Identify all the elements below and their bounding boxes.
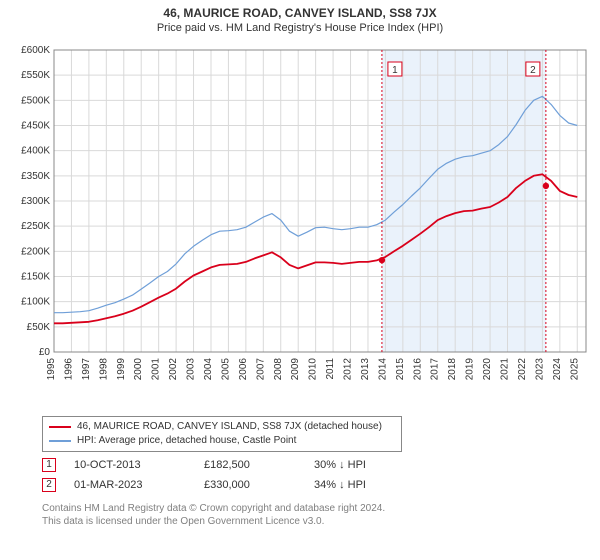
svg-text:£150K: £150K (21, 272, 50, 283)
legend-item: HPI: Average price, detached house, Cast… (49, 434, 395, 448)
svg-text:£300K: £300K (21, 196, 50, 207)
svg-text:2006: 2006 (238, 358, 249, 381)
legend-swatch (49, 426, 71, 428)
svg-text:£50K: £50K (27, 322, 51, 333)
svg-text:2024: 2024 (552, 358, 563, 381)
sale-date: 10-OCT-2013 (74, 459, 204, 471)
svg-text:2015: 2015 (395, 358, 406, 381)
sale-diff: 30% ↓ HPI (314, 459, 366, 471)
chart-title: 46, MAURICE ROAD, CANVEY ISLAND, SS8 7JX (8, 6, 592, 20)
legend: 46, MAURICE ROAD, CANVEY ISLAND, SS8 7JX… (42, 416, 402, 452)
sale-price: £330,000 (204, 479, 314, 491)
sale-date: 01-MAR-2023 (74, 479, 204, 491)
svg-text:£200K: £200K (21, 246, 50, 257)
svg-text:2021: 2021 (500, 358, 511, 381)
svg-text:£500K: £500K (21, 95, 50, 106)
svg-text:2017: 2017 (430, 358, 441, 381)
svg-text:2010: 2010 (308, 358, 319, 381)
svg-text:2014: 2014 (377, 358, 388, 381)
svg-text:2013: 2013 (360, 358, 371, 381)
svg-text:£350K: £350K (21, 171, 50, 182)
legend-label: HPI: Average price, detached house, Cast… (77, 434, 296, 448)
legend-item: 46, MAURICE ROAD, CANVEY ISLAND, SS8 7JX… (49, 420, 395, 434)
footer-attribution: Contains HM Land Registry data © Crown c… (42, 502, 592, 528)
svg-text:£0: £0 (39, 347, 51, 358)
svg-text:£450K: £450K (21, 121, 50, 132)
svg-text:2007: 2007 (255, 358, 266, 381)
sale-badge: 1 (42, 458, 56, 472)
svg-text:2002: 2002 (168, 358, 179, 381)
svg-text:2001: 2001 (151, 358, 162, 381)
svg-text:2016: 2016 (412, 358, 423, 381)
svg-text:2005: 2005 (220, 358, 231, 381)
sale-row: 1 10-OCT-2013£182,50030% ↓ HPI (42, 458, 592, 472)
svg-text:1998: 1998 (98, 358, 109, 381)
footer-line-1: Contains HM Land Registry data © Crown c… (42, 502, 592, 515)
svg-text:1995: 1995 (46, 358, 57, 381)
svg-text:1996: 1996 (63, 358, 74, 381)
svg-text:2023: 2023 (534, 358, 545, 381)
line-chart: £0 £50K £100K £150K £200K £250K £300K £350K £400… (8, 42, 592, 410)
legend-label: 46, MAURICE ROAD, CANVEY ISLAND, SS8 7JX… (77, 420, 382, 434)
svg-text:£550K: £550K (21, 70, 50, 81)
svg-text:£600K: £600K (21, 45, 50, 56)
svg-text:2025: 2025 (569, 358, 580, 381)
svg-text:£400K: £400K (21, 146, 50, 157)
svg-text:2022: 2022 (517, 358, 528, 381)
svg-text:2004: 2004 (203, 358, 214, 381)
svg-text:2003: 2003 (186, 358, 197, 381)
svg-text:£250K: £250K (21, 221, 50, 232)
svg-text:2019: 2019 (465, 358, 476, 381)
sale-price: £182,500 (204, 459, 314, 471)
chart-subtitle: Price paid vs. HM Land Registry's House … (8, 22, 592, 34)
svg-text:2012: 2012 (343, 358, 354, 381)
svg-text:1997: 1997 (81, 358, 92, 381)
svg-text:2000: 2000 (133, 358, 144, 381)
svg-text:2009: 2009 (290, 358, 301, 381)
svg-text:2008: 2008 (273, 358, 284, 381)
svg-text:2: 2 (530, 65, 536, 76)
svg-text:2011: 2011 (325, 358, 336, 380)
svg-text:£100K: £100K (21, 297, 50, 308)
svg-text:1: 1 (392, 65, 398, 76)
sale-badge: 2 (42, 478, 56, 492)
svg-text:2018: 2018 (447, 358, 458, 381)
legend-swatch (49, 440, 71, 442)
footer-line-2: This data is licensed under the Open Gov… (42, 515, 592, 528)
svg-text:2020: 2020 (482, 358, 493, 381)
sale-row: 2 01-MAR-2023£330,00034% ↓ HPI (42, 478, 592, 492)
sales-table: 1 10-OCT-2013£182,50030% ↓ HPI 2 01-MAR-202… (8, 458, 592, 492)
svg-text:1999: 1999 (116, 358, 127, 381)
chart-container: 46, MAURICE ROAD, CANVEY ISLAND, SS8 7JX… (0, 0, 600, 536)
sale-diff: 34% ↓ HPI (314, 479, 366, 491)
